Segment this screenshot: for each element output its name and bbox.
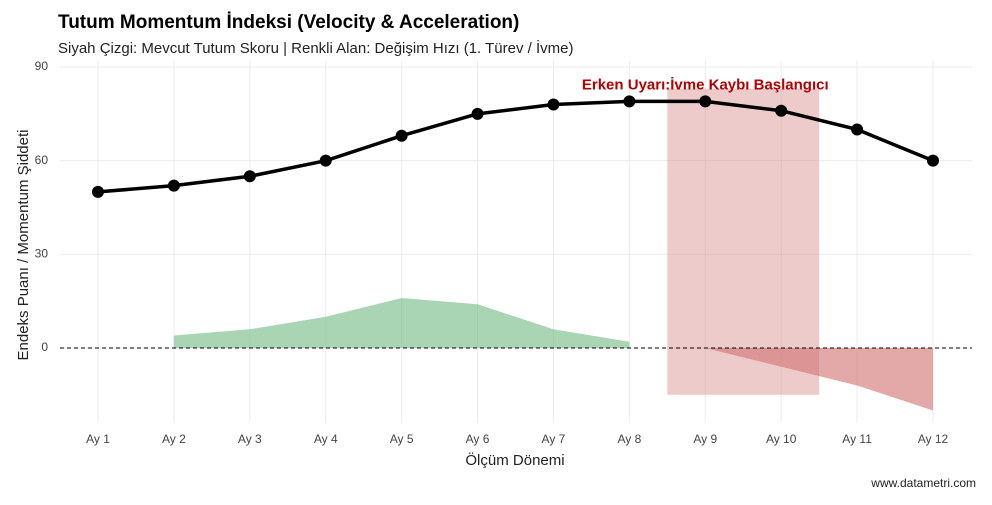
y-tick-label: 60 [35, 153, 49, 167]
x-tick-label: Ay 12 [918, 432, 949, 446]
x-axis-label: Ölçüm Dönemi [465, 451, 564, 469]
x-tick-label: Ay 2 [162, 432, 186, 446]
x-tick-label: Ay 8 [617, 432, 641, 446]
score-line [97, 99, 934, 194]
score-point [927, 154, 939, 167]
y-tick-label: 90 [35, 59, 49, 73]
score-point [471, 107, 484, 120]
x-tick-label: Ay 3 [238, 432, 262, 446]
score-point [167, 179, 180, 192]
x-tick-label: Ay 5 [390, 432, 414, 446]
score-point [775, 104, 788, 117]
chart-title: Tutum Momentum İndeksi (Velocity & Accel… [58, 12, 519, 33]
y-tick-label: 0 [41, 340, 48, 354]
highlight-region [667, 88, 820, 395]
x-tick-label: Ay 6 [466, 432, 490, 446]
score-point [851, 123, 864, 136]
y-tick-label: 30 [35, 247, 49, 261]
x-tick-label: Ay 9 [693, 432, 717, 446]
x-tick-label: Ay 10 [766, 432, 797, 446]
score-point [243, 170, 256, 183]
score-point [92, 185, 104, 198]
x-tick-label: Ay 7 [542, 432, 566, 446]
annotation: Erken Uyarı:İvme Kaybı Başlangıcı [582, 77, 829, 94]
x-tick-label: Ay 4 [314, 432, 338, 446]
score-point [547, 98, 560, 111]
score-point [623, 95, 636, 108]
caption: www.datametri.com [870, 476, 976, 490]
velocity-area [173, 298, 630, 348]
score-point [319, 154, 332, 167]
score-point [395, 129, 408, 142]
score-point [699, 95, 712, 108]
velocity-area [705, 348, 933, 411]
x-tick-label: Ay 11 [842, 432, 872, 446]
y-axis-label: Endeks Puanı / Momentum Şiddeti [15, 130, 32, 361]
chart-subtitle: Siyah Çizgi: Mevcut Tutum Skoru | Renkli… [58, 39, 573, 57]
x-tick-label: Ay 1 [86, 432, 110, 446]
